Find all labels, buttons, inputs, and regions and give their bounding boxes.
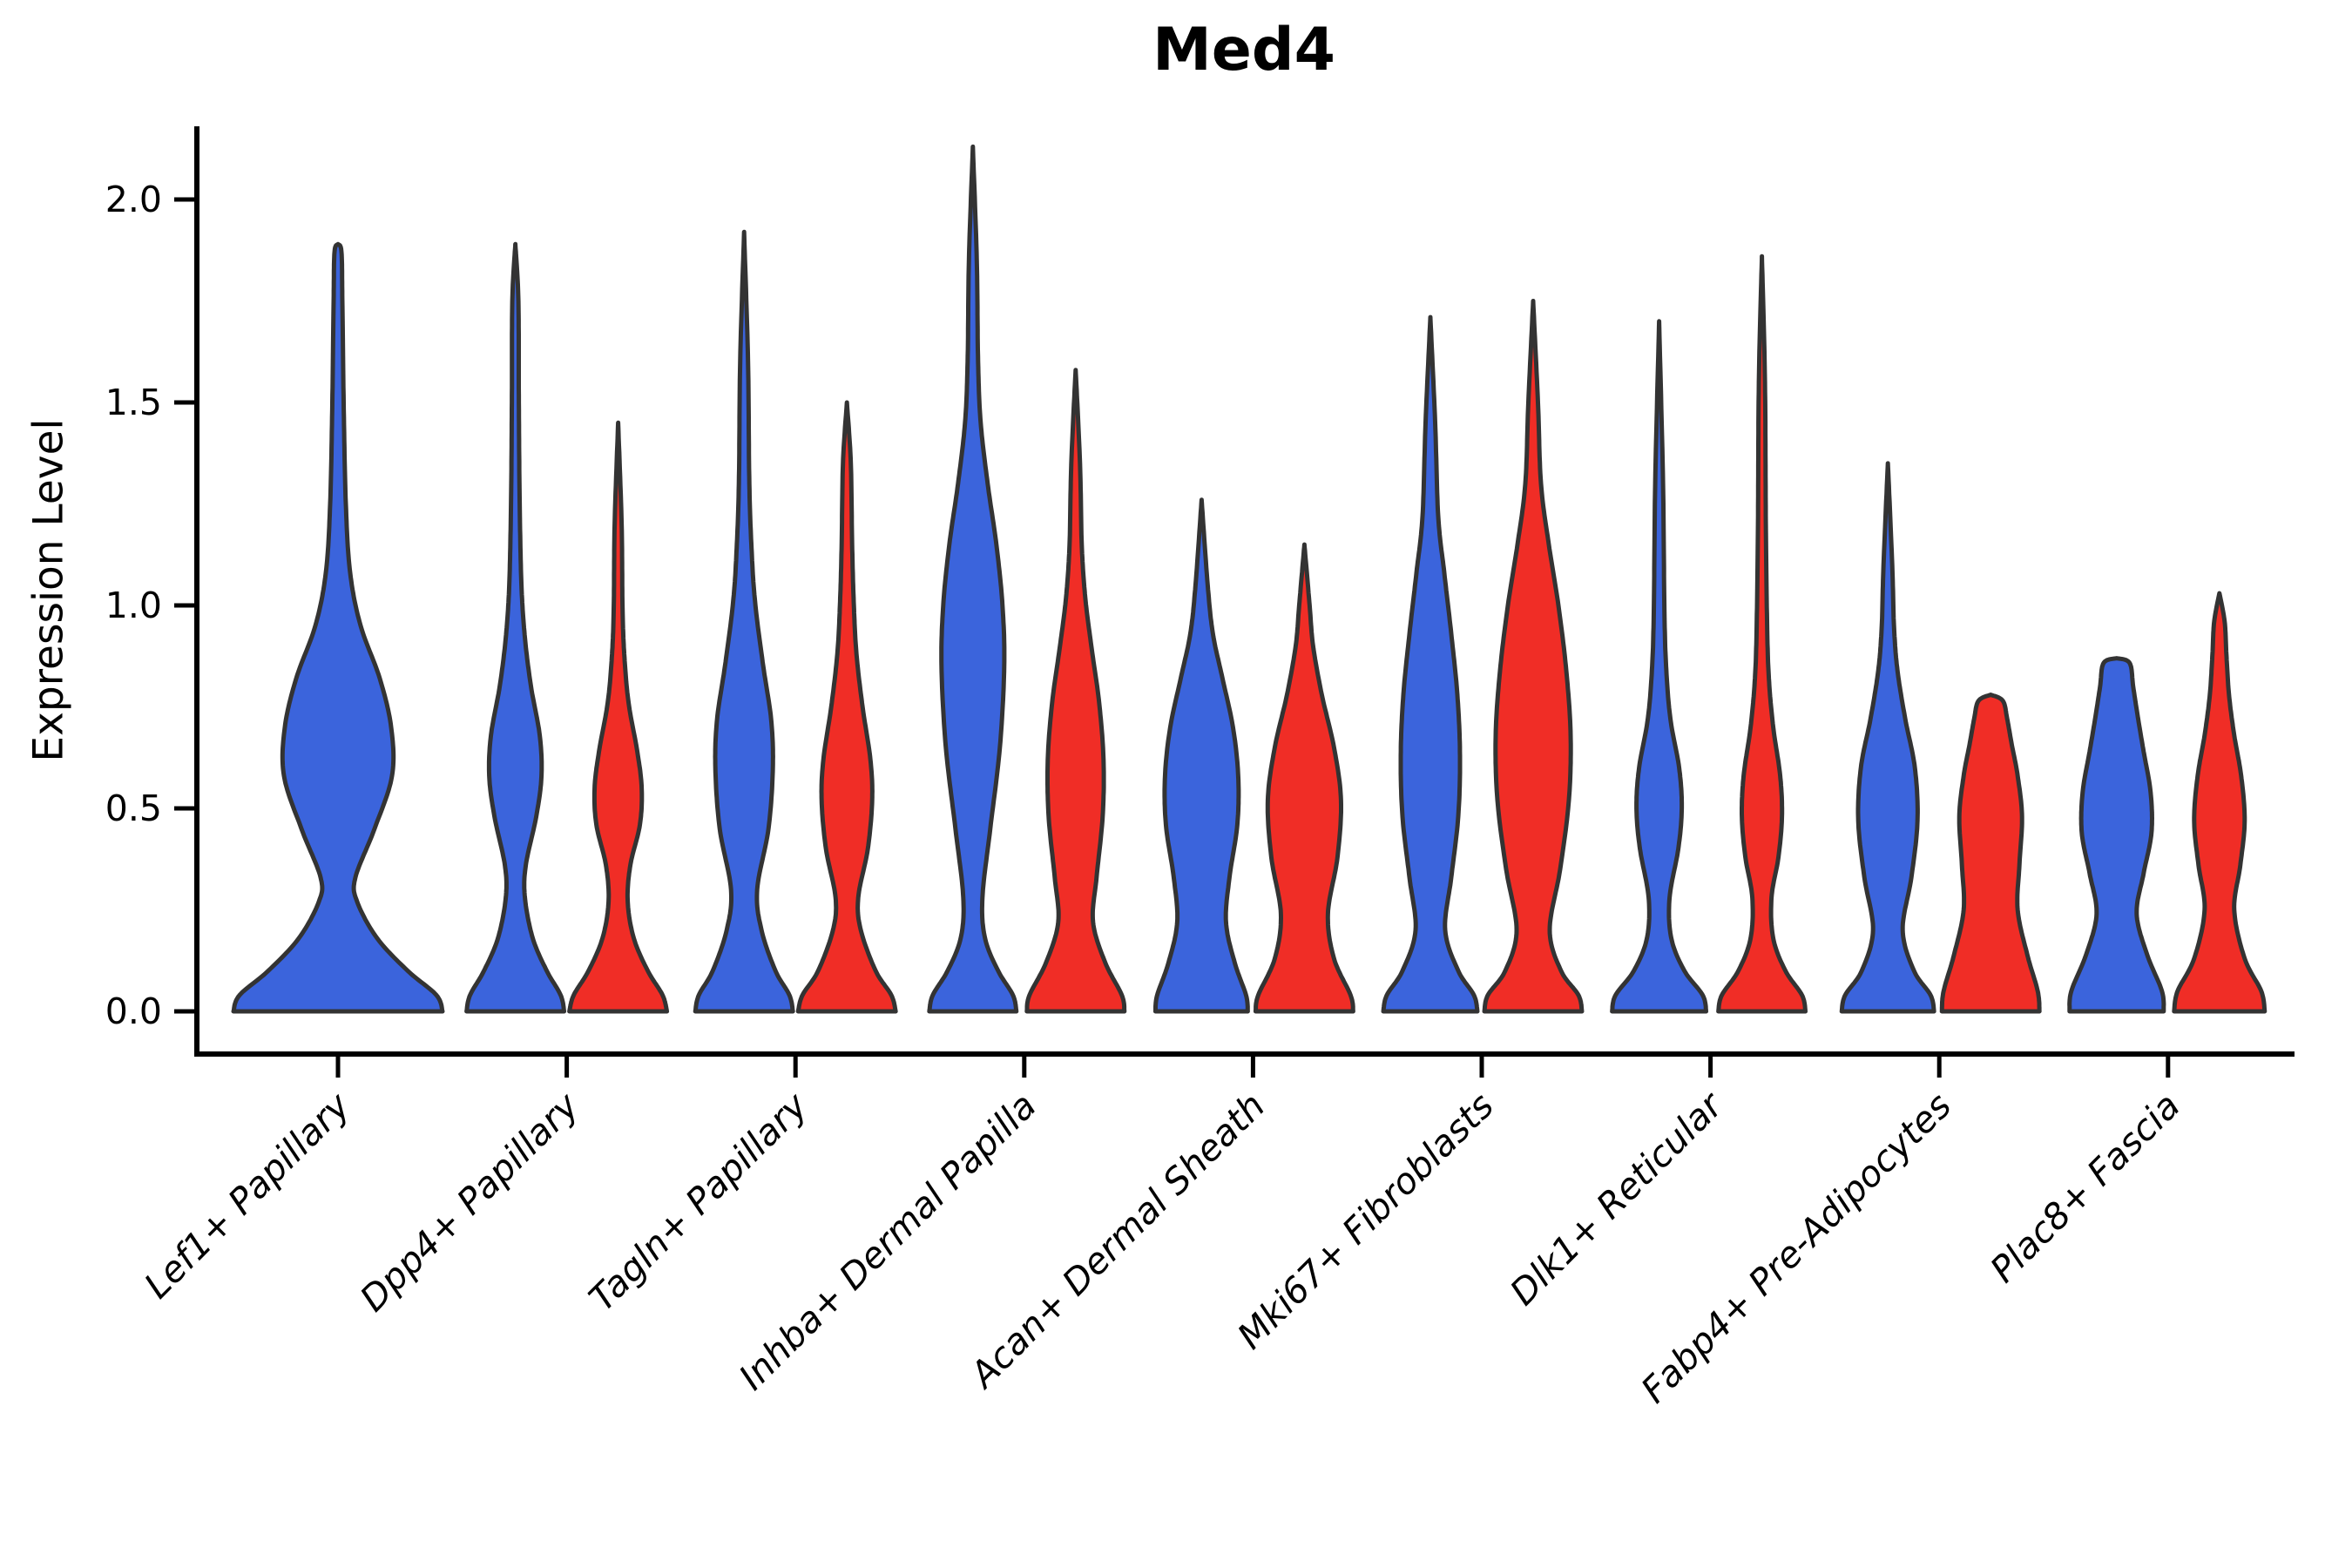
violin-blue-fabp4-pre-adipocytes [1839, 461, 1936, 1014]
violin-red-inhba-dermal-papilla [1024, 368, 1127, 1014]
y-tick-label: 0.0 [105, 990, 162, 1032]
x-tick-label: Tagln+ Papillary [581, 1085, 816, 1320]
violin-blue-dpp4-papillary [464, 241, 567, 1014]
violin-blue-mki67-fibroblasts [1381, 314, 1480, 1014]
x-tick-label: Mki67+ Fibroblasts [1229, 1085, 1502, 1357]
y-axis-label: Expression Level [24, 418, 73, 762]
y-tick-label: 1.5 [105, 382, 162, 423]
x-tick-label: Dlk1+ Reticular [1502, 1084, 1732, 1314]
violin-blue-acan-dermal-sheath [1152, 497, 1250, 1014]
violin-blue-lef1-papillary [231, 241, 445, 1014]
violin-blue-plac8-fascia [2067, 656, 2166, 1014]
violin-red-fabp4-pre-adipocytes [1939, 693, 2042, 1014]
violin-blue-dlk1-reticular [1610, 319, 1709, 1014]
violin-blue-inhba-dermal-papilla [927, 144, 1019, 1014]
y-tick-label: 0.5 [105, 787, 162, 829]
violin-blue-tagln-papillary [693, 229, 795, 1014]
y-tick-label: 1.0 [105, 585, 162, 626]
violin-red-dpp4-papillary [567, 420, 670, 1014]
y-tick-label: 2.0 [105, 179, 162, 220]
violin-red-plac8-fascia [2172, 591, 2268, 1014]
violin-red-dlk1-reticular [1716, 253, 1808, 1014]
violin-red-tagln-papillary [795, 400, 898, 1014]
x-tick-label: Dpp4+ Papillary [352, 1085, 587, 1320]
violin-red-acan-dermal-sheath [1253, 542, 1355, 1014]
x-tick-label: Plac8+ Fascia [1982, 1085, 2187, 1290]
violin-red-mki67-fibroblasts [1482, 299, 1585, 1014]
x-tick-label: Lef1+ Papillary [136, 1085, 358, 1307]
chart-title: Med4 [1152, 16, 1335, 84]
